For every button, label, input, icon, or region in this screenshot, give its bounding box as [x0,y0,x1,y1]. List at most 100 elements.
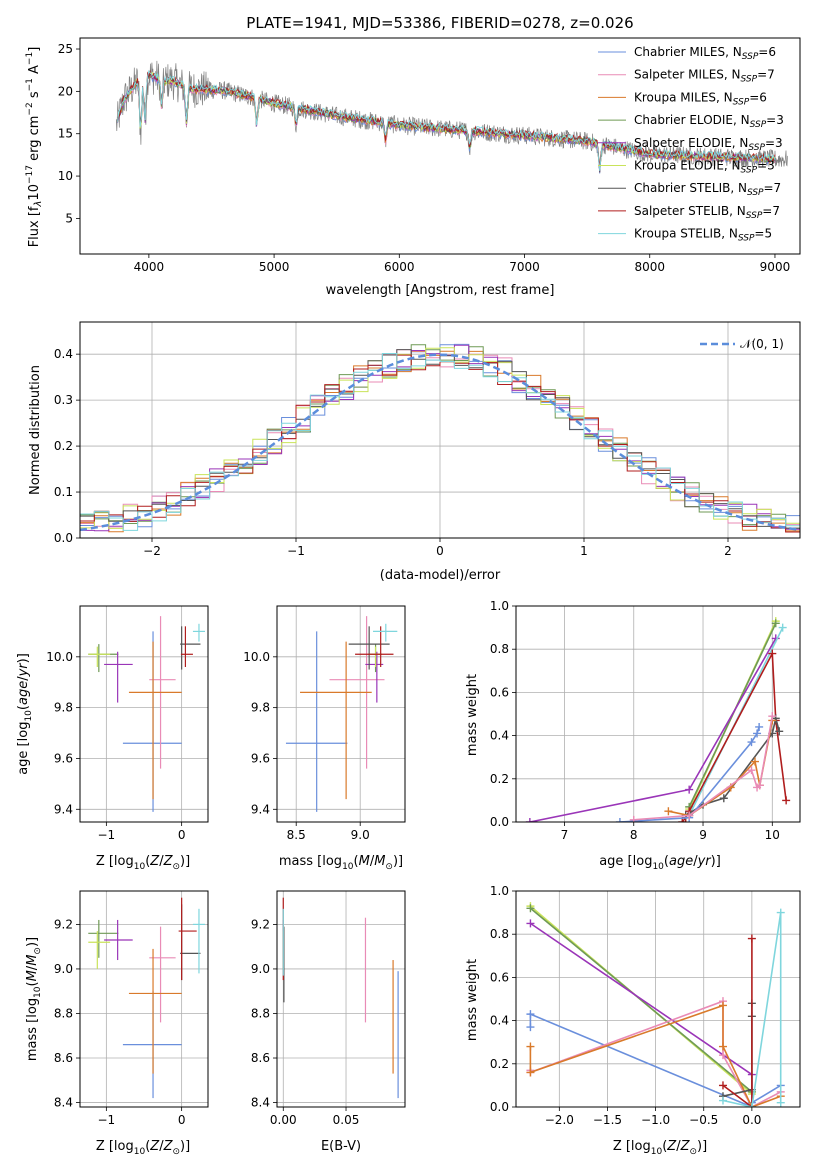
legend-entry-main: Kroupa MILES, N [634,90,733,104]
legend-entry-tail: =6 [749,90,767,104]
mZ-ylabel: mass [log10(M/M⊙)] [25,937,43,1061]
mass-weight-marker [526,904,535,913]
y-tick-label: 9.6 [54,751,73,765]
mass-weight-line [685,718,780,817]
y-tick-label: 0.6 [490,685,509,699]
legend-entry: Chabrier STELIB, NSSP=7 [634,181,781,198]
mass-weight-marker [778,623,787,632]
mass-weight-marker [718,1042,727,1051]
gaussian-reference-curve [80,353,800,532]
mass-weight-vs-age-panel: age [log10(age/yr)] mass weight 7 8 9 10 0.0… [465,599,801,872]
x-tick-label: −0.5 [689,1113,718,1127]
mass-weight-line [529,922,753,1107]
y-tick-label: 15 [58,127,73,141]
wAge-ylabel: mass weight [465,674,480,756]
wAge-xlabel: age [log10(age/yr)] [599,854,721,872]
x-tick-label: 10 [765,828,780,842]
legend-entry-sub: SSP [742,52,759,62]
y-tick-label: 9.0 [251,962,270,976]
y-tick-label: 9.0 [54,962,73,976]
wZ-xlabel: Z [log10(Z/Z⊙)] [613,1139,707,1157]
legend-entry-main: Salpeter ELODIE, N [634,136,748,150]
residual-histogram-step [80,344,800,532]
x-tick-label: 8 [630,828,638,842]
mass-weight-line [529,1012,782,1107]
y-tick-label: 9.8 [54,701,73,715]
x-tick-label: −1.0 [641,1113,670,1127]
y-tick-label: 0.4 [490,729,509,743]
age-vs-mass-panel: mass [log10(M/M⊙)] 8.5 9.0 9.4 9.6 9.8 10.0 [243,605,406,872]
plot-area [88,897,205,1099]
mass-weight-marker [719,794,728,803]
axes-frame [276,605,406,823]
residual-histogram-step [80,353,800,531]
mass-weight-marker [718,1001,727,1010]
mass-weight-marker [525,818,534,822]
axes-frame [79,37,801,255]
y-tick-label: 0.8 [490,642,509,656]
axes-frame [515,890,801,1108]
legend-entry-main: Kroupa ELODIE, N [634,159,741,173]
y-tick-label: 0.8 [490,927,509,941]
y-tick-label: 0.0 [54,531,73,545]
model-spectrum-line [117,69,776,171]
mass-weight-marker [755,722,764,731]
mass-weight-marker [747,1103,756,1107]
y-tick-label: 8.6 [251,1051,270,1065]
residual-histogram-panel: (data-model)/error Normed distribution −… [28,321,801,583]
x-tick-label: −1 [287,544,305,558]
y-tick-label: 0.0 [490,1100,509,1114]
mass-weight-marker [685,811,694,820]
legend-entry-tail: =7 [757,68,775,82]
spectrum-panel: wavelength [Angstrom, rest frame] Flux [… [25,37,801,298]
y-tick-label: 0.1 [54,485,73,499]
mass-weight-marker [776,1098,785,1107]
legend-entry: Chabrier ELODIE, NSSP=3 [634,113,784,130]
mass-weight-marker [664,807,673,816]
mass-weight-marker [718,1081,727,1090]
mass-weight-line [722,912,782,1107]
y-tick-label: 0.2 [490,1057,509,1071]
legend-entry-sub: SSP [733,97,750,107]
y-tick-label: 8.8 [54,1006,73,1020]
axes-frame [276,890,406,1108]
y-tick-label: 8.4 [251,1096,270,1110]
mass-weight-marker [629,815,638,822]
y-tick-label: 0.6 [490,970,509,984]
axes-frame [79,605,209,823]
plot-area [525,617,791,822]
mass-weight-marker [678,818,687,822]
mass-weight-marker [747,934,756,943]
mass-weight-vs-metallicity-panel: Z [log10(Z/Z⊙)] mass weight −2.0 −1.5 −1.0… [465,884,801,1157]
legend-entry-sub: SSP [748,143,765,153]
x-tick-label: 0 [178,828,186,842]
mass-weight-marker [747,766,756,775]
mass-weight-marker [615,818,624,822]
figure-title: PLATE=1941, MJD=53386, FIBERID=0278, z=0… [246,14,633,32]
legend-entry-main: Salpeter MILES, N [634,68,741,82]
x-tick-label: −2 [143,544,161,558]
y-tick-label: 8.6 [54,1051,73,1065]
residuals-ylabel: Normed distribution [28,365,43,495]
x-tick-label: 9000 [760,260,791,274]
mass-weight-marker [771,619,780,628]
legend-entry: Salpeter MILES, NSSP=7 [634,68,775,85]
mass-weight-marker [718,1051,727,1060]
mass-weight-marker [526,1042,535,1051]
legend-entry-tail: =7 [764,181,782,195]
axes-frame [79,890,209,1108]
legend-entry-tail: =3 [757,159,775,173]
x-tick-label: 0 [178,1113,186,1127]
legend-entry-main: Chabrier ELODIE, N [634,113,750,127]
x-tick-label: 4000 [134,260,165,274]
mass-weight-marker [526,1010,535,1019]
axes-frame [79,321,801,539]
plot-area [115,60,788,174]
x-tick-label: −1 [98,828,116,842]
ageZ-xlabel: Z [log10(Z/Z⊙)] [96,854,190,872]
spectrum-ylabel: Flux [fλ10−17 erg cm−2 s−1 A−1] [25,47,44,248]
y-tick-label: 8.8 [251,1006,270,1020]
legend-entry-sub: SSP [738,234,755,244]
legend-entry-tail: =3 [765,136,783,150]
